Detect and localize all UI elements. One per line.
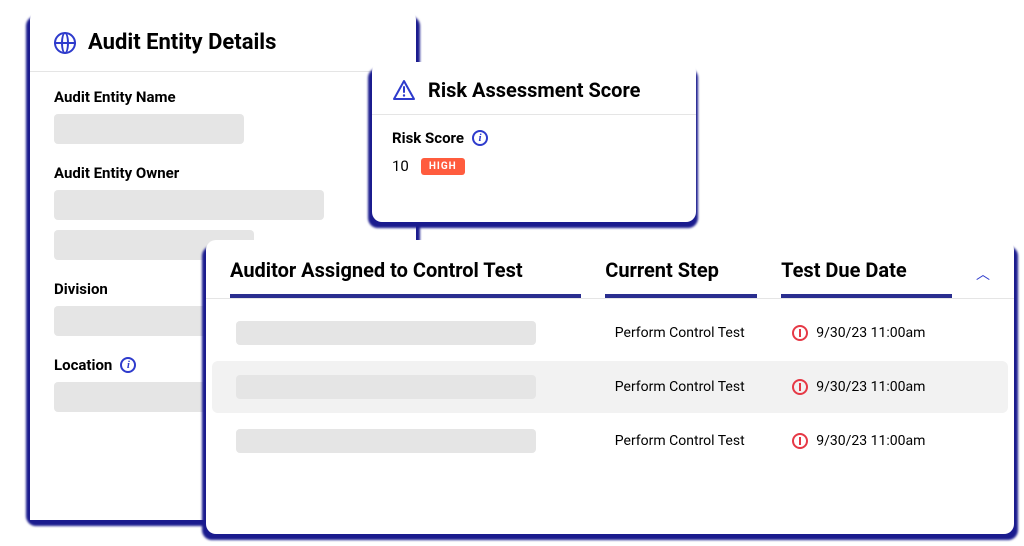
cell-step: Perform Control Test	[615, 379, 768, 395]
card-header: Risk Assessment Score	[372, 62, 696, 115]
info-icon[interactable]	[120, 357, 136, 373]
table-header: Auditor Assigned to Control Test Current…	[206, 240, 1014, 299]
cell-due-text: 9/30/23 11:00am	[816, 325, 925, 341]
table-row[interactable]: Perform Control Test 9/30/23 11:00am	[212, 307, 1008, 359]
table-row[interactable]: Perform Control Test 9/30/23 11:00am	[212, 361, 1008, 413]
risk-score-label-text: Risk Score	[392, 129, 464, 147]
card-body: Risk Score 10 HIGH	[372, 115, 696, 189]
cell-due: 9/30/23 11:00am	[792, 379, 984, 395]
table-row[interactable]: Perform Control Test 9/30/23 11:00am	[212, 415, 1008, 467]
skeleton-placeholder	[54, 190, 324, 220]
cell-due-text: 9/30/23 11:00am	[816, 379, 925, 395]
table-body: Perform Control Test 9/30/23 11:00am Per…	[206, 299, 1014, 475]
globe-icon	[54, 32, 76, 54]
risk-score-label: Risk Score	[392, 129, 676, 147]
alert-icon	[792, 325, 808, 341]
skeleton-placeholder	[236, 375, 536, 399]
alert-icon	[792, 433, 808, 449]
cell-due-text: 9/30/23 11:00am	[816, 433, 925, 449]
field-label: Audit Entity Owner	[54, 164, 392, 182]
cell-step: Perform Control Test	[615, 433, 768, 449]
skeleton-placeholder	[236, 321, 536, 345]
field-label-text: Location	[54, 356, 112, 374]
risk-score-value: 10	[392, 157, 409, 175]
auditor-table-card: Auditor Assigned to Control Test Current…	[206, 240, 1014, 534]
column-header-due[interactable]: Test Due Date	[781, 258, 952, 298]
risk-badge-high: HIGH	[421, 158, 465, 175]
field-name: Audit Entity Name	[54, 88, 392, 144]
card-title: Risk Assessment Score	[428, 78, 640, 102]
warning-icon	[392, 79, 416, 101]
card-title: Audit Entity Details	[88, 30, 276, 55]
skeleton-placeholder	[54, 114, 244, 144]
column-header-step[interactable]: Current Step	[605, 258, 757, 298]
skeleton-placeholder	[236, 429, 536, 453]
column-header-auditor[interactable]: Auditor Assigned to Control Test	[230, 258, 581, 298]
field-label: Audit Entity Name	[54, 88, 392, 106]
cell-due: 9/30/23 11:00am	[792, 325, 984, 341]
risk-score-row: 10 HIGH	[392, 157, 676, 175]
risk-assessment-card: Risk Assessment Score Risk Score 10 HIGH	[372, 62, 696, 222]
info-icon[interactable]	[472, 130, 488, 146]
chevron-up-icon[interactable]: ︿	[976, 264, 990, 298]
cell-step: Perform Control Test	[615, 325, 768, 341]
cell-due: 9/30/23 11:00am	[792, 433, 984, 449]
card-header: Audit Entity Details	[30, 10, 416, 72]
alert-icon	[792, 379, 808, 395]
